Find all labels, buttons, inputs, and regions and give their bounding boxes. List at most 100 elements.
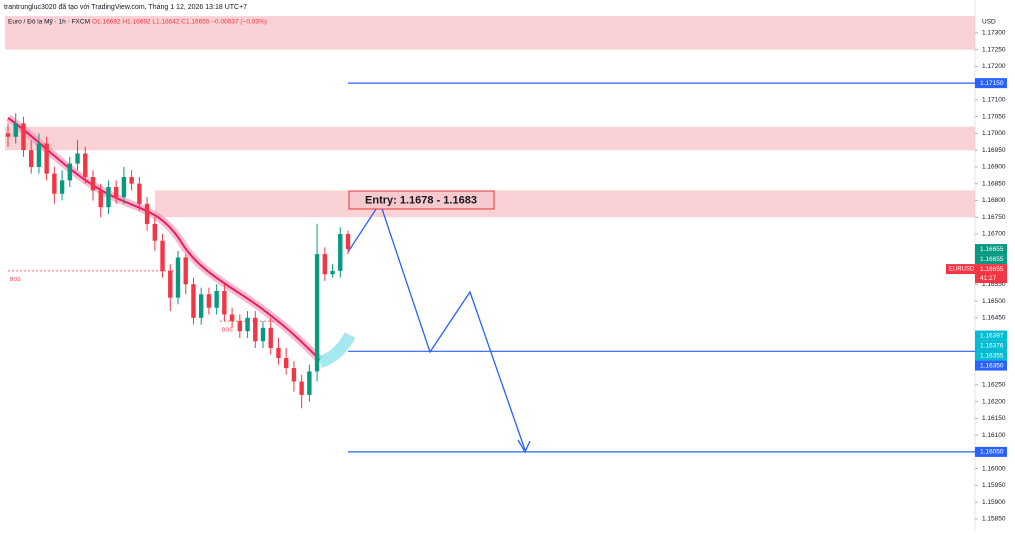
countdown: 41:27 bbox=[980, 275, 997, 282]
candle-body bbox=[338, 233, 343, 271]
candle-body bbox=[291, 368, 297, 382]
candle-body bbox=[175, 257, 181, 298]
y-tick-label: 1.17100 bbox=[982, 97, 1006, 104]
price-tag bbox=[975, 244, 1007, 255]
candle-body bbox=[113, 187, 119, 198]
y-tick-label: 1.16450 bbox=[982, 315, 1006, 322]
candle-body bbox=[253, 317, 258, 342]
candle-body bbox=[44, 143, 49, 174]
price-label: 1.16655 bbox=[980, 246, 1004, 253]
candle-body bbox=[168, 270, 173, 298]
y-tick-label: 1.16900 bbox=[982, 164, 1006, 171]
price-tag bbox=[975, 350, 1007, 361]
y-tick-label: 1.17300 bbox=[982, 30, 1006, 37]
price-tag bbox=[975, 360, 1007, 371]
y-tick-label: 1.16550 bbox=[982, 281, 1006, 288]
candle-body bbox=[283, 358, 289, 369]
candle-body bbox=[214, 290, 219, 308]
candle-body bbox=[5, 133, 11, 137]
y-tick-label: 1.16200 bbox=[982, 398, 1006, 405]
zone bbox=[155, 190, 975, 218]
candle-body bbox=[260, 327, 266, 342]
price-tag bbox=[975, 254, 1007, 265]
candle-body bbox=[52, 173, 57, 194]
candle-body bbox=[222, 290, 227, 315]
candle-body bbox=[98, 190, 103, 208]
price-label: 1.16350 bbox=[980, 362, 1004, 369]
candle-body bbox=[75, 153, 80, 164]
candle-body bbox=[152, 223, 158, 241]
symbol-tag bbox=[946, 264, 975, 275]
candle-body bbox=[245, 317, 250, 332]
candle-body bbox=[67, 163, 73, 181]
candle-body bbox=[322, 254, 328, 275]
candle-body bbox=[345, 233, 351, 250]
y-tick-label: 1.16950 bbox=[982, 147, 1006, 154]
price-label: 1.16376 bbox=[980, 342, 1004, 349]
candle-body bbox=[106, 187, 111, 208]
y-tick-label: 1.17200 bbox=[982, 63, 1006, 70]
structure-label: BOS bbox=[222, 327, 233, 333]
candle-body bbox=[276, 347, 281, 359]
candle-body bbox=[90, 177, 96, 191]
candle-body bbox=[268, 327, 273, 348]
price-label: 1.17150 bbox=[980, 80, 1004, 87]
candle-body bbox=[229, 314, 235, 322]
candle-body bbox=[129, 177, 134, 184]
candle-body bbox=[183, 257, 188, 285]
y-tick-label: 1.16800 bbox=[982, 197, 1006, 204]
y-tick-label: 1.16150 bbox=[982, 415, 1006, 422]
currency: USD bbox=[982, 19, 996, 26]
candle-body bbox=[314, 254, 320, 372]
y-tick-label: 1.16850 bbox=[982, 180, 1006, 187]
symbol-title: Euro / Đô la Mỹ · 1h · FXCM bbox=[8, 19, 90, 26]
candle-body bbox=[36, 143, 42, 167]
price-tag bbox=[975, 446, 1007, 457]
y-tick-label: 1.16700 bbox=[982, 231, 1006, 238]
candle-body bbox=[121, 177, 127, 198]
candle-body bbox=[198, 294, 204, 318]
y-tick-label: 1.16750 bbox=[982, 214, 1006, 221]
candle-body bbox=[160, 240, 165, 271]
zone bbox=[5, 16, 975, 50]
price-label: 1.16355 bbox=[980, 352, 1004, 359]
y-tick-label: 1.15850 bbox=[982, 516, 1006, 523]
candle-body bbox=[144, 203, 150, 224]
y-tick-label: 1.16250 bbox=[982, 382, 1006, 389]
y-tick-label: 1.15950 bbox=[982, 482, 1006, 489]
candle-body bbox=[59, 180, 65, 194]
symbol: EURUSD bbox=[949, 267, 975, 273]
price-label: 1.16050 bbox=[980, 449, 1004, 456]
y-tick-label: 1.17000 bbox=[982, 130, 1006, 137]
candle-body bbox=[299, 381, 304, 395]
y-tick-label: 1.16000 bbox=[982, 465, 1006, 472]
candle-body bbox=[13, 123, 18, 137]
ohlc-text: O1.16692 H1.16692 L1.16642 C1.16655 −0.0… bbox=[92, 19, 267, 26]
candle-body bbox=[137, 183, 142, 204]
price-label: 1.16655 bbox=[980, 256, 1004, 263]
candle-body bbox=[83, 153, 88, 177]
candle-body bbox=[237, 321, 243, 332]
y-tick-label: 1.16500 bbox=[982, 298, 1006, 305]
y-tick-label: 1.17050 bbox=[982, 113, 1006, 120]
candle-body bbox=[206, 294, 212, 308]
attribution: trantrungluc3020 đã tạo với TradingView.… bbox=[4, 4, 247, 11]
price-label: 1.16397 bbox=[980, 332, 1004, 339]
candle-body bbox=[307, 371, 312, 395]
y-tick-label: 1.16100 bbox=[982, 432, 1006, 439]
price-tag bbox=[975, 330, 1007, 341]
structure-label: BOS bbox=[10, 277, 21, 283]
price-tag bbox=[975, 264, 1007, 284]
candle-body bbox=[330, 270, 335, 275]
ma-ribbon-up bbox=[318, 332, 356, 368]
price-label: 1.16655 bbox=[980, 266, 1004, 273]
y-tick-label: 1.17250 bbox=[982, 46, 1006, 53]
price-tag bbox=[975, 78, 1007, 89]
entry-box bbox=[348, 190, 495, 210]
y-tick-label: 1.15900 bbox=[982, 499, 1006, 506]
zone bbox=[5, 126, 975, 151]
entry-label: Entry: 1.1678 - 1.1683 bbox=[365, 194, 477, 206]
